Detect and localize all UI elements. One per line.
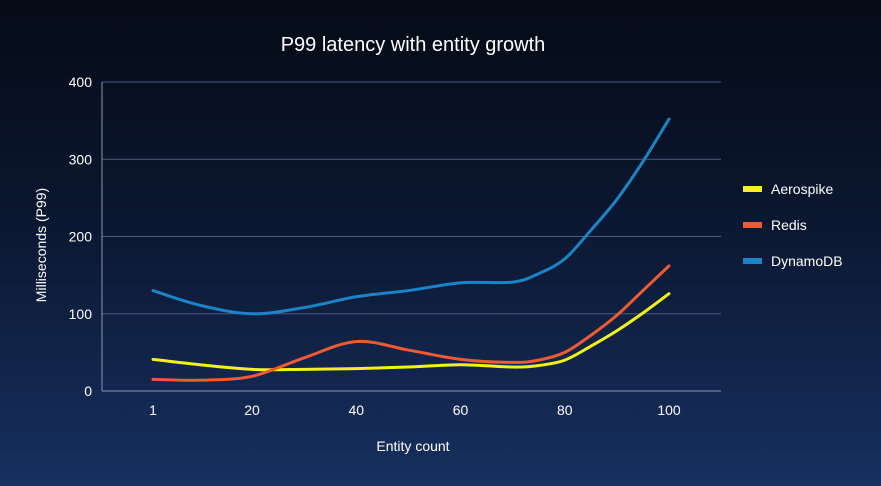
y-axis-label: Milliseconds (P99) [33,188,49,302]
legend-label-aerospike: Aerospike [771,181,833,197]
series-lines [151,117,671,382]
x-tick-label: 20 [244,402,260,418]
x-tick-label: 1 [149,402,157,418]
series-line-aerospike [151,292,671,372]
tick-labels: 0 100 200 300 400 1 20 40 60 80 100 [69,74,681,418]
legend-label-redis: Redis [771,217,807,233]
x-axis-label: Entity count [376,438,449,454]
x-tick-label: 80 [557,402,573,418]
legend-swatch-redis [743,222,762,228]
chart-title: P99 latency with entity growth [281,34,546,56]
y-tick-label: 200 [69,229,93,245]
y-tick-label: 300 [69,151,93,167]
legend-swatch-aerospike [743,186,762,192]
legend-swatch-dynamodb [743,258,762,264]
series-line-dynamodb [151,117,671,316]
grid-lines [102,81,721,315]
x-tick-label: 40 [348,402,364,418]
x-tick-label: 100 [657,402,681,418]
y-tick-label: 100 [69,306,93,322]
series-line-redis [151,264,671,382]
y-tick-label: 0 [84,383,92,399]
legend: Aerospike Redis DynamoDB [743,181,843,269]
axes [101,82,721,392]
legend-label-dynamodb: DynamoDB [771,253,843,269]
x-tick-label: 60 [453,402,469,418]
y-tick-label: 400 [69,74,93,90]
